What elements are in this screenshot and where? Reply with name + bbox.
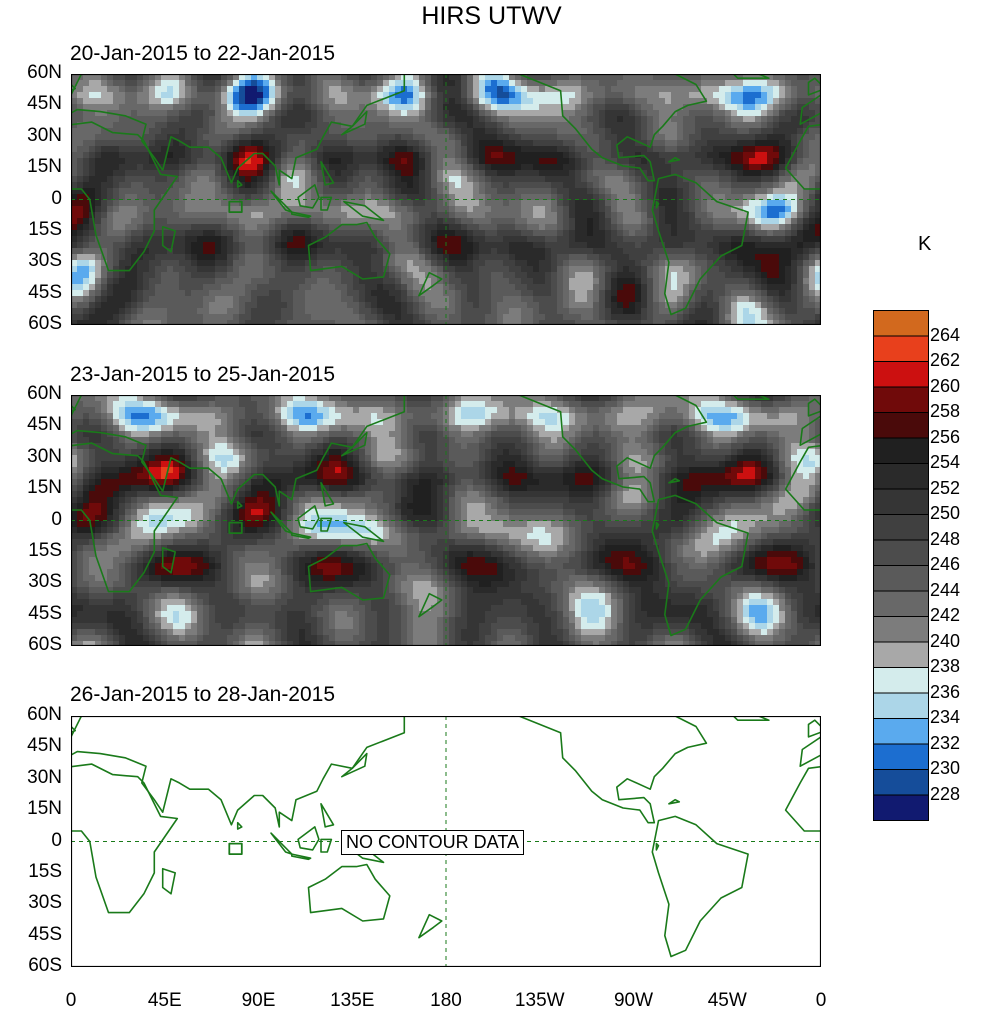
map-svg bbox=[71, 395, 821, 646]
longitude-label: 135E bbox=[330, 990, 375, 1011]
longitude-label: 45E bbox=[147, 990, 182, 1011]
latitude-label: 60S bbox=[28, 634, 62, 655]
latitude-label: 30N bbox=[27, 766, 62, 788]
colorbar-swatch bbox=[873, 794, 929, 821]
colorbar-label: 260 bbox=[930, 375, 961, 396]
colorbar-label: 238 bbox=[930, 656, 961, 676]
latitude-label: 15S bbox=[28, 218, 62, 240]
figure-title: HIRS UTWV bbox=[421, 2, 562, 30]
colorbar-label: 252 bbox=[930, 477, 961, 498]
colorbar-swatch bbox=[873, 692, 929, 719]
colorbar-label: 240 bbox=[930, 630, 961, 651]
latitude-label: 45N bbox=[27, 414, 62, 436]
colorbar-label: 262 bbox=[930, 350, 961, 370]
colorbar-swatch bbox=[873, 386, 929, 413]
panel-3-title: 26-Jan-2015 to 28-Jan-2015 bbox=[70, 683, 336, 706]
colorbar-swatch bbox=[873, 718, 929, 745]
latitude-label: 15N bbox=[27, 156, 62, 178]
colorbar-label: 246 bbox=[930, 554, 961, 574]
latitude-label: 60N bbox=[27, 704, 62, 725]
latitude-label: 15N bbox=[27, 798, 62, 820]
colorbar-unit: K bbox=[918, 233, 932, 255]
latitude-label: 60S bbox=[28, 955, 62, 976]
colorbar-swatch bbox=[873, 616, 929, 643]
latitude-label: 15S bbox=[28, 539, 62, 561]
latitude-label: 45N bbox=[27, 93, 62, 115]
colorbar-label: 248 bbox=[930, 528, 961, 549]
colorbar-swatch bbox=[873, 590, 929, 617]
longitude-label: 0 bbox=[65, 990, 77, 1011]
latitude-label: 60S bbox=[28, 313, 62, 334]
colorbar-swatch bbox=[873, 769, 929, 796]
colorbar bbox=[873, 310, 929, 821]
no-data-message: NO CONTOUR DATA bbox=[341, 830, 525, 855]
colorbar-label: 258 bbox=[930, 401, 961, 421]
map-svg bbox=[71, 716, 821, 967]
colorbar-swatch bbox=[873, 361, 929, 388]
latitude-label: 0 bbox=[51, 187, 62, 209]
colorbar-swatch bbox=[873, 539, 929, 566]
colorbar-label: 264 bbox=[930, 324, 961, 345]
contour-field bbox=[71, 74, 821, 325]
map-frame bbox=[71, 716, 821, 967]
longitude-label: 45W bbox=[707, 990, 747, 1011]
latitude-label: 45S bbox=[28, 602, 62, 624]
longitude-label: 135W bbox=[514, 990, 565, 1011]
colorbar-swatch bbox=[873, 437, 929, 464]
latitude-label: 30S bbox=[28, 571, 62, 593]
longitude-label: 90E bbox=[241, 990, 276, 1011]
colorbar-swatch bbox=[873, 667, 929, 694]
latitude-label: 30S bbox=[28, 250, 62, 272]
colorbar-label: 234 bbox=[930, 707, 961, 727]
latitude-label: 45S bbox=[28, 923, 62, 945]
latitude-label: 15N bbox=[27, 477, 62, 499]
coastlines bbox=[71, 395, 821, 637]
map-frame bbox=[71, 395, 821, 646]
colorbar-swatch bbox=[873, 641, 929, 668]
colorbar-label: 250 bbox=[930, 503, 961, 523]
colorbar-label: 232 bbox=[930, 732, 961, 753]
latitude-label: 30N bbox=[27, 445, 62, 467]
latitude-label: 0 bbox=[51, 829, 62, 851]
map-svg bbox=[71, 74, 821, 325]
colorbar-swatch bbox=[873, 514, 929, 541]
colorbar-swatch bbox=[873, 488, 929, 515]
colorbar-label: 236 bbox=[930, 681, 961, 702]
colorbar-swatch bbox=[873, 335, 929, 362]
longitude-label: 180 bbox=[430, 990, 462, 1011]
latitude-label: 45S bbox=[28, 281, 62, 303]
map-panel-2 bbox=[71, 395, 821, 646]
colorbar-label: 244 bbox=[930, 579, 961, 600]
colorbar-label: 254 bbox=[930, 452, 961, 472]
colorbar-swatch bbox=[873, 565, 929, 592]
latitude-label: 30N bbox=[27, 124, 62, 146]
colorbar-label: 230 bbox=[930, 758, 961, 778]
map-panel-3: NO CONTOUR DATA bbox=[71, 716, 821, 967]
coastlines bbox=[71, 74, 821, 316]
colorbar-label: 242 bbox=[930, 605, 961, 625]
latitude-label: 60N bbox=[27, 62, 62, 83]
colorbar-label: 256 bbox=[930, 426, 961, 447]
map-panel-1 bbox=[71, 74, 821, 325]
colorbar-label: 228 bbox=[930, 783, 961, 804]
colorbar-swatch bbox=[873, 412, 929, 439]
panel-2-title: 23-Jan-2015 to 25-Jan-2015 bbox=[70, 363, 336, 386]
colorbar-swatch bbox=[873, 310, 929, 337]
map-frame bbox=[71, 74, 821, 325]
latitude-label: 60N bbox=[27, 383, 62, 404]
colorbar-swatch bbox=[873, 463, 929, 490]
longitude-label: 0 bbox=[815, 990, 827, 1011]
latitude-label: 30S bbox=[28, 892, 62, 914]
latitude-label: 15S bbox=[28, 860, 62, 882]
panel-1-title: 20-Jan-2015 to 22-Jan-2015 bbox=[70, 42, 336, 65]
latitude-label: 0 bbox=[51, 508, 62, 530]
longitude-label: 90W bbox=[613, 990, 654, 1011]
colorbar-swatch bbox=[873, 743, 929, 770]
latitude-label: 45N bbox=[27, 735, 62, 757]
